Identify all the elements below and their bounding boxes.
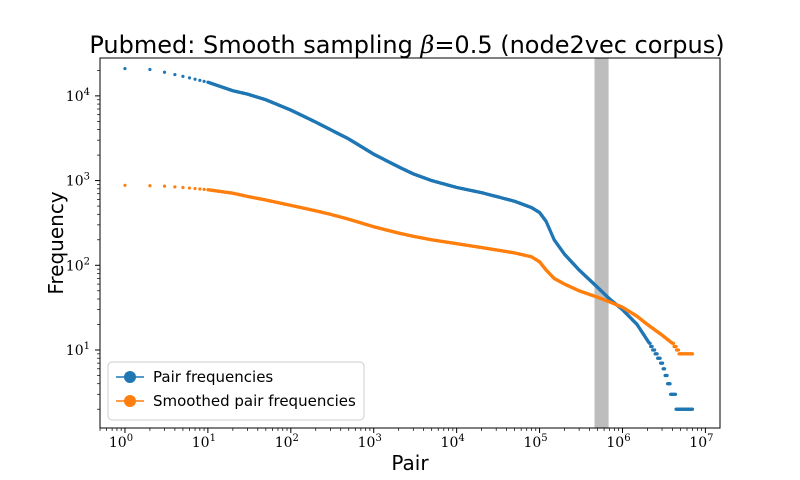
data-point [674,344,678,349]
data-point [181,74,185,78]
data-point [181,185,185,190]
x-tick-label: 101 [192,433,216,451]
x-axis-label: Pair [391,451,429,475]
data-point [690,407,695,411]
data-point [173,185,177,189]
x-tick-label: 104 [441,433,465,451]
highlight-band [594,58,609,428]
data-point [653,348,657,352]
data-point [198,187,202,191]
data-point [162,70,167,74]
data-point [650,344,654,349]
legend-label-smoothed-pair-frequencies: Smoothed pair frequencies [153,392,356,410]
data-point [668,382,672,386]
x-tick-label: 100 [109,433,133,451]
data-point [162,184,167,188]
x-tick-label: 102 [275,433,299,451]
data-point [148,67,152,72]
x-tick-label: 106 [606,433,630,451]
y-tick-label: 102 [66,256,90,274]
data-point [673,392,678,396]
y-tick-label: 101 [66,341,90,359]
x-tick-label: 103 [358,433,382,451]
data-point [671,341,676,345]
data-point [187,186,192,190]
legend-box [107,361,365,421]
data-point [648,341,652,345]
data-point [148,184,152,188]
data-point [690,352,695,356]
data-point [655,352,659,356]
x-tick-label: 107 [689,433,713,451]
data-point [123,66,127,71]
data-point [193,77,197,81]
data-point [661,361,665,365]
legend-label-pair-frequencies: Pair frequencies [153,368,273,386]
data-point [663,367,667,371]
legend-swatch-marker-smoothed-pair-frequencies [124,395,136,407]
series-smoothed-pair-frequencies [123,183,695,356]
x-tick-label: 105 [523,433,547,451]
data-point [173,72,177,77]
plot-frame [99,57,721,429]
y-tick-label: 104 [66,87,90,105]
data-point [676,348,681,352]
data-point [193,186,197,191]
legend: Pair frequencies Smoothed pair frequenci… [107,361,365,421]
data-point [123,183,127,187]
data-point [658,356,662,360]
y-tick-label: 103 [66,172,90,190]
legend-swatch-marker-pair-frequencies [124,371,136,383]
data-point [187,76,192,80]
data-point [202,187,206,191]
series-pair-frequencies [123,66,695,411]
y-axis-label: Frequency [44,191,68,294]
data-point [665,373,669,378]
data-point [198,78,202,82]
chart-title: Pubmed: Smooth sampling β=0.5 (node2vec … [89,31,724,59]
data-point [202,79,206,83]
